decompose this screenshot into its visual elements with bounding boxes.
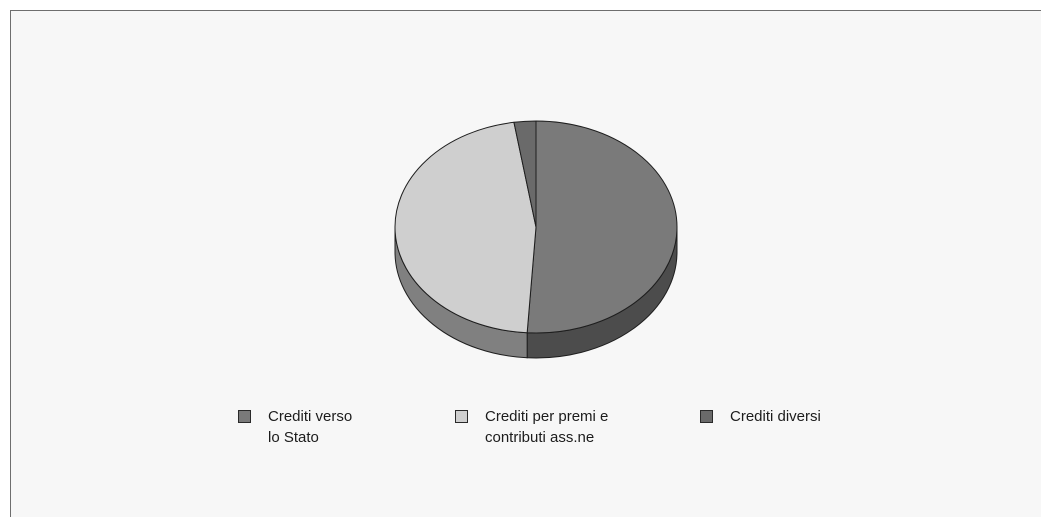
legend-item-crediti-verso-lo-stato: Crediti verso lo Stato [238, 406, 352, 448]
legend-swatch-crediti-per-premi [455, 410, 468, 423]
legend-swatch-crediti-diversi [700, 410, 713, 423]
legend-label-crediti-verso-lo-stato: Crediti verso lo Stato [268, 408, 353, 446]
pie-top [394, 120, 678, 334]
legend-item-crediti-per-premi: Crediti per premi e contributi ass.ne [455, 406, 608, 448]
pie-slice-crediti-verso-lo-stato [526, 120, 678, 334]
legend-swatch-crediti-verso-lo-stato [238, 410, 251, 423]
legend-label-crediti-diversi: Crediti diversi [730, 408, 821, 425]
pie-slice-crediti-diversi [513, 120, 537, 228]
legend-item-crediti-diversi: Crediti diversi [700, 406, 821, 427]
pie-slice-crediti-per-premi-e-contributi-ass-ne [394, 121, 537, 334]
legend-label-crediti-per-premi: Crediti per premi e contributi ass.ne [485, 408, 609, 446]
